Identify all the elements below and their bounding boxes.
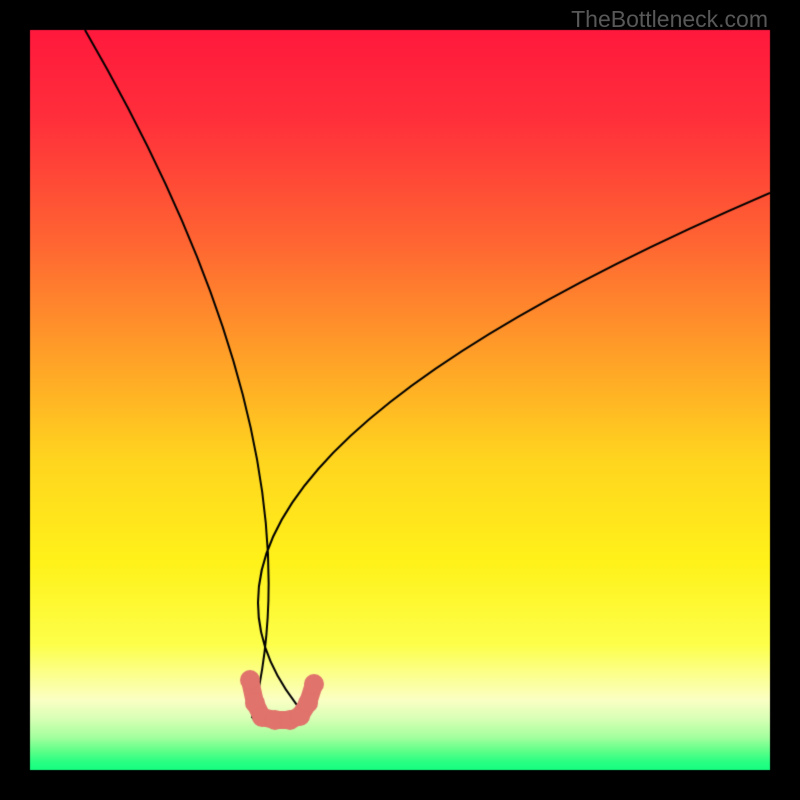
bottleneck-chart-canvas (0, 0, 800, 800)
chart-container: TheBottleneck.com (0, 0, 800, 800)
watermark-label: TheBottleneck.com (571, 6, 768, 33)
